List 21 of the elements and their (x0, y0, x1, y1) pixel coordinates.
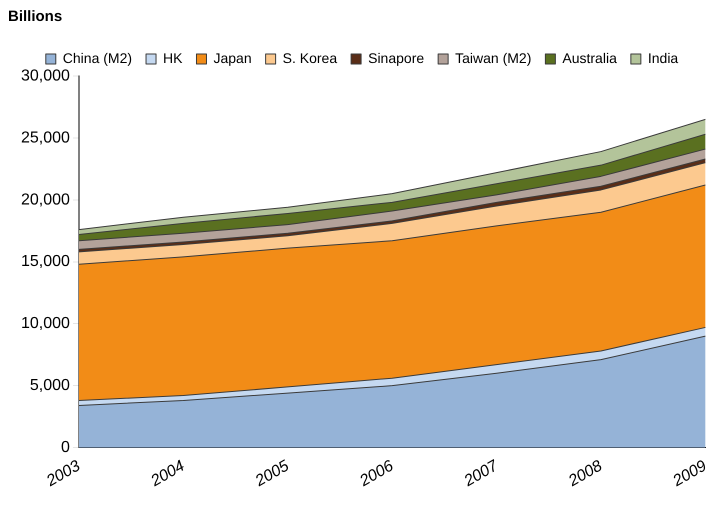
legend-label: India (648, 50, 678, 66)
y-tick-label: 30,000 (21, 67, 70, 84)
legend-label: S. Korea (282, 50, 338, 66)
legend-label: HK (163, 50, 184, 66)
x-tick-label: 2009 (669, 457, 710, 491)
x-tick-label: 2003 (42, 457, 84, 491)
legend-label: Australia (562, 50, 618, 66)
y-tick-label: 20,000 (21, 191, 70, 208)
y-tick-label: 10,000 (21, 315, 70, 332)
x-tick-label: 2004 (147, 457, 188, 491)
y-tick-label: 25,000 (21, 129, 70, 146)
legend-label: Taiwan (M2) (455, 50, 532, 66)
y-tick-label: 0 (61, 438, 70, 456)
x-tick-label: 2008 (565, 457, 606, 491)
x-tick-label: 2006 (356, 457, 396, 491)
y-tick-label: 15,000 (21, 253, 70, 270)
legend-label: Japan (213, 50, 252, 66)
legend-label: China (M2) (62, 50, 132, 66)
y-tick-label: 5,000 (30, 377, 70, 394)
y-axis-title: Billions (8, 8, 64, 27)
legend-label: Sinapore (368, 50, 424, 66)
